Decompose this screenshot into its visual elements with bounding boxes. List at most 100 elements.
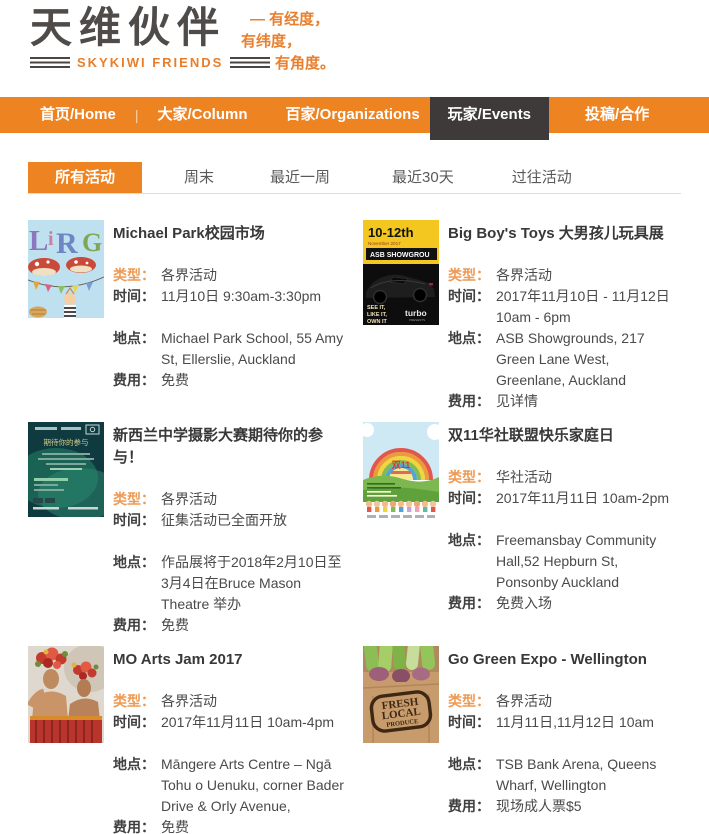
event-card-photo-contest: 期待你的参与 <box>28 422 346 636</box>
face-right <box>77 679 91 697</box>
event-filter-tabs: 所有活动 周末 最近一周 最近30天 过往活动 <box>28 162 681 194</box>
event-field-time: 时间： 2017年11月11日 10am-4pm <box>113 712 346 754</box>
event-thumbnail-link[interactable]: 期待你的参与 <box>28 422 104 517</box>
event-field-location: 地点： Freemansbay Community Hall,52 Hepbur… <box>448 530 681 593</box>
event-type-value: 各界活动 <box>496 267 552 283</box>
event-row: 期待你的参与 <box>28 422 681 636</box>
brand-tagline: — 有经度， 有纬度， 有角度。 <box>241 9 335 75</box>
event-row: MO Arts Jam 2017 类型： 各界活动 时间： 2017年11月11… <box>28 646 681 834</box>
field-label-time: 时间： <box>113 512 155 528</box>
field-label-location: 地点： <box>448 756 490 772</box>
event-row: L i R G <box>28 220 681 412</box>
poster-dates: 10-12th <box>368 225 414 240</box>
nav-item-organizations[interactable]: 百家/Organizations <box>285 106 420 123</box>
character <box>64 286 76 318</box>
event-fee-value: 见详情 <box>496 393 538 409</box>
event-info: Big Boy's Toys 大男孩儿玩具展 类型： 各界活动 时间： 2017… <box>448 220 681 412</box>
skirts <box>30 716 102 743</box>
tab-last-30-days[interactable]: 最近30天 <box>392 169 454 186</box>
nav-item-submit[interactable]: 投稿/合作 <box>585 106 650 123</box>
event-fee-value: 免费 <box>161 617 189 633</box>
tab-last-week[interactable]: 最近一周 <box>270 169 331 186</box>
event-info: 新西兰中学摄影大赛期待你的参与！ 类型： 各界活动 时间： 征集活动已全面开放 … <box>113 422 346 636</box>
tab-past-events[interactable]: 过往活动 <box>511 169 572 186</box>
event-location-value: Māngere Arts Centre – Ngā Tohu o Uenuku,… <box>161 756 344 814</box>
nav-item-home[interactable]: 首页/Home <box>40 106 116 123</box>
rainbow <box>369 448 433 481</box>
event-field-time: 时间： 11月11日,11月12日 10am <box>448 712 681 754</box>
event-title[interactable]: 新西兰中学摄影大赛期待你的参与！ <box>113 427 324 466</box>
poster-month: November 2017 <box>368 241 401 246</box>
event-type-value: 各界活动 <box>161 267 217 283</box>
event-field-location: 地点： 作品展将于2018年2月10日至3月4日在Bruce Mason The… <box>113 552 346 615</box>
event-title[interactable]: 双11华社联盟快乐家庭日 <box>448 427 614 444</box>
event-field-fee: 费用： 免费 <box>113 370 346 391</box>
nav-item-events[interactable]: 玩家/Events <box>429 97 550 140</box>
event-thumbnail-link[interactable]: 10-12th November 2017 ASB SHOWGROU <box>363 220 439 325</box>
tagline-line-3: 有角度。 <box>275 55 336 72</box>
event-title[interactable]: MO Arts Jam 2017 <box>113 651 243 668</box>
fresh-produce-photo: FRESH LOCAL PRODUCE <box>363 646 439 743</box>
nav-item-column[interactable]: 大家/Column <box>157 106 248 123</box>
event-type-value: 华社活动 <box>496 469 552 485</box>
event-thumbnail-link[interactable]: L i R G <box>28 220 104 318</box>
field-label-type: 类型： <box>113 693 155 709</box>
event-location-value: 作品展将于2018年2月10日至3月4日在Bruce Mason Theatre… <box>161 554 342 612</box>
event-field-time: 时间： 征集活动已全面开放 <box>113 510 346 552</box>
event-field-type: 类型： 各界活动 <box>448 691 681 712</box>
event-fee-value: 免费入场 <box>496 595 552 611</box>
event-title[interactable]: Michael Park校园市场 <box>113 225 265 242</box>
event-location-value: Freemansbay Community Hall,52 Hepburn St… <box>496 532 657 590</box>
event-info: MO Arts Jam 2017 类型： 各界活动 时间： 2017年11月11… <box>113 646 346 834</box>
field-label-time: 时间： <box>113 714 155 730</box>
event-thumbnail-link[interactable]: FRESH LOCAL PRODUCE <box>363 646 439 743</box>
logo-subline: SKYKIWI FRIENDS <box>30 55 271 70</box>
event-fee-value: 免费 <box>161 819 189 834</box>
event-card-big-boys-toys: 10-12th November 2017 ASB SHOWGROU <box>363 220 681 412</box>
event-thumbnail-link[interactable]: 双11 <box>363 422 439 522</box>
event-time-value: 11月10日 9:30am-3:30pm <box>161 288 322 304</box>
field-label-type: 类型： <box>448 267 490 283</box>
field-label-time: 时间： <box>113 288 155 304</box>
event-time-value: 2017年11月11日 10am-2pm <box>496 490 670 506</box>
poster-tagline-3: OWN IT <box>367 319 387 325</box>
family-day-poster: 双11 <box>363 422 439 522</box>
event-field-time: 时间： 2017年11月10日 - 11月12日 10am - 6pm <box>448 286 681 328</box>
field-label-time: 时间： <box>448 490 490 506</box>
dancers-photo <box>28 646 104 743</box>
logo-text: 天维伙伴 <box>30 4 227 51</box>
tab-all-events[interactable]: 所有活动 <box>28 162 143 193</box>
event-field-type: 类型： 各界活动 <box>113 691 346 712</box>
event-field-type: 类型： 各界活动 <box>448 265 681 286</box>
event-title[interactable]: Go Green Expo - Wellington <box>448 651 647 668</box>
event-title[interactable]: Big Boy's Toys 大男孩儿玩具展 <box>448 225 664 242</box>
children-row <box>365 500 437 512</box>
triple-lines-left-icon <box>30 57 70 68</box>
field-label-fee: 费用： <box>448 595 490 611</box>
event-field-fee: 费用： 免费 <box>113 817 346 834</box>
produce-stamp: FRESH LOCAL PRODUCE <box>369 690 433 733</box>
sponsor-logos <box>367 515 435 518</box>
event-time-value: 征集活动已全面开放 <box>161 512 287 528</box>
stamp-word: FRESH <box>381 696 419 712</box>
poster-tagline-2: LIKE IT, <box>367 312 387 318</box>
event-card-mo-arts-jam: MO Arts Jam 2017 类型： 各界活动 时间： 2017年11月11… <box>28 646 346 834</box>
event-field-location: 地点： Michael Park School, 55 Amy St, Elle… <box>113 328 346 370</box>
event-info: Go Green Expo - Wellington 类型： 各界活动 时间： … <box>448 646 681 817</box>
face-left <box>43 669 59 689</box>
nav-separator: | <box>134 107 139 123</box>
event-field-type: 类型： 各界活动 <box>113 265 346 286</box>
event-list: L i R G <box>28 220 681 834</box>
headdress-right <box>71 661 99 680</box>
event-field-location: 地点： Māngere Arts Centre – Ngā Tohu o Uen… <box>113 754 346 817</box>
triple-lines-right-icon <box>230 57 271 68</box>
poster-header-marks <box>35 424 100 435</box>
field-label-location: 地点： <box>113 330 155 346</box>
headdress-left <box>35 647 68 669</box>
thumb-letter: G <box>82 228 102 257</box>
event-card-go-green-expo: FRESH LOCAL PRODUCE Go Green Expo - Well… <box>363 646 681 834</box>
event-thumbnail-link[interactable] <box>28 646 104 743</box>
site-logo[interactable]: 天维伙伴 SKYKIWI FRIENDS <box>30 2 271 70</box>
logo-sub-text: SKYKIWI FRIENDS <box>77 55 224 70</box>
tab-weekend[interactable]: 周末 <box>184 169 215 186</box>
